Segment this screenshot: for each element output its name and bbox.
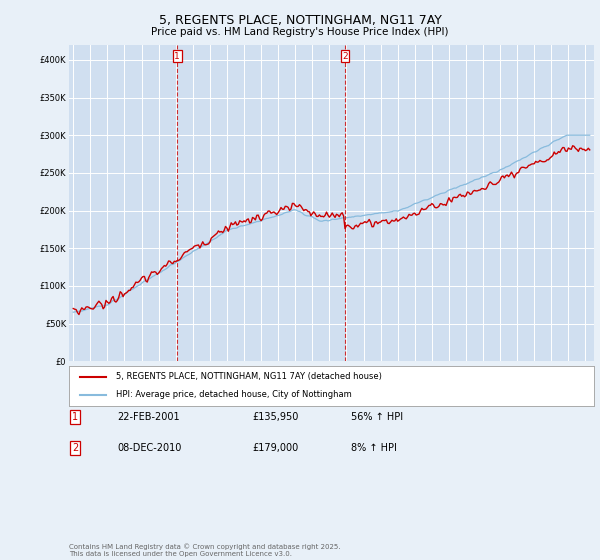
Text: Price paid vs. HM Land Registry's House Price Index (HPI): Price paid vs. HM Land Registry's House … — [151, 27, 449, 37]
Text: 08-DEC-2010: 08-DEC-2010 — [117, 443, 181, 453]
Text: 5, REGENTS PLACE, NOTTINGHAM, NG11 7AY (detached house): 5, REGENTS PLACE, NOTTINGHAM, NG11 7AY (… — [116, 372, 382, 381]
Text: 1: 1 — [72, 412, 78, 422]
Text: 5, REGENTS PLACE, NOTTINGHAM, NG11 7AY: 5, REGENTS PLACE, NOTTINGHAM, NG11 7AY — [158, 14, 442, 27]
Text: 56% ↑ HPI: 56% ↑ HPI — [351, 412, 403, 422]
Text: 2: 2 — [342, 52, 348, 60]
Text: £179,000: £179,000 — [252, 443, 298, 453]
Text: 1: 1 — [174, 52, 180, 60]
Text: 8% ↑ HPI: 8% ↑ HPI — [351, 443, 397, 453]
Text: £135,950: £135,950 — [252, 412, 298, 422]
Text: 2: 2 — [72, 443, 78, 453]
Text: Contains HM Land Registry data © Crown copyright and database right 2025.
This d: Contains HM Land Registry data © Crown c… — [69, 544, 341, 557]
Text: 22-FEB-2001: 22-FEB-2001 — [117, 412, 179, 422]
Text: HPI: Average price, detached house, City of Nottingham: HPI: Average price, detached house, City… — [116, 390, 352, 399]
